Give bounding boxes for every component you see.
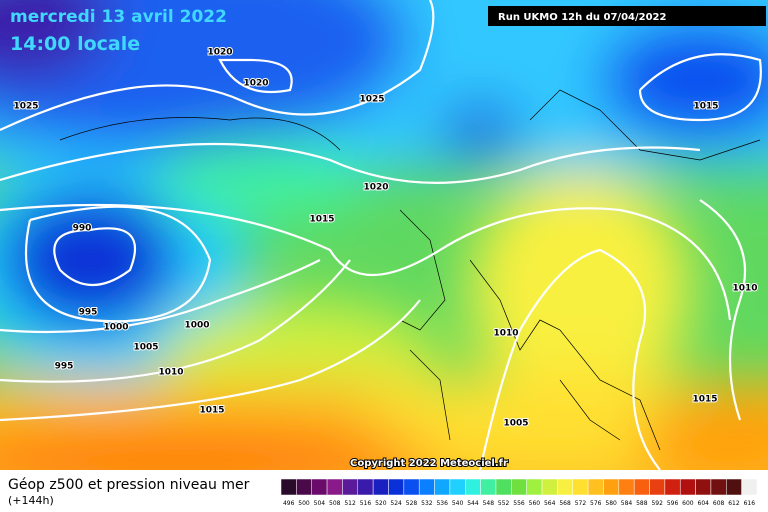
colorbar-cell	[557, 478, 573, 496]
colorbar-label: 552	[498, 500, 510, 507]
isobar-label: 1015	[693, 102, 718, 112]
colorbar-label: 500	[298, 500, 310, 507]
colorbar-label: 536	[436, 500, 448, 507]
colorbar-cell	[741, 478, 758, 496]
colorbar-cell	[679, 478, 696, 496]
colorbar-label: 568	[559, 500, 571, 507]
colorbar-cell	[526, 478, 543, 496]
isobar-label: 1020	[207, 48, 232, 58]
colorbar-cell	[449, 478, 466, 496]
colorbar-cell	[357, 478, 374, 496]
colorbar-label: 508	[329, 500, 341, 507]
colorbar-cell	[465, 478, 481, 496]
date: mercredi 13 avril 2022	[10, 7, 227, 27]
colorbar-label: 616	[744, 500, 756, 507]
colorbar-cell	[388, 478, 405, 496]
colorbar-cell	[649, 478, 666, 496]
colorbar-label: 600	[682, 500, 694, 507]
colorbar-label: 608	[713, 500, 725, 507]
coastline	[59, 89, 761, 451]
colorbar-cell	[280, 478, 297, 496]
colorbar-cell	[710, 478, 727, 496]
colorbar-cell	[326, 478, 343, 496]
colorbar-label: 592	[651, 500, 663, 507]
colorbar-label: 604	[698, 500, 710, 507]
colorbar-cell	[603, 478, 620, 496]
isobar-label: 1005	[133, 343, 158, 353]
colorbar-cell	[511, 478, 527, 496]
isobar-label: 1025	[359, 95, 384, 105]
colorbar-label: 528	[406, 500, 418, 507]
colorbar-label: 548	[483, 500, 495, 507]
colorbar-label: 596	[667, 500, 679, 507]
colorbar-label: 564	[544, 500, 556, 507]
legend-subtitle: (+144h)	[8, 494, 54, 507]
colorbar-label: 496	[283, 500, 295, 507]
legend-title: Géop z500 et pression niveau mer	[8, 477, 250, 493]
colorbar-label: 512	[344, 500, 356, 507]
colorbar-cell	[418, 478, 435, 496]
colorbar-cell	[618, 478, 635, 496]
colorbar-cell	[726, 478, 742, 496]
colorbar-cell	[342, 478, 359, 496]
colorbar-label: 612	[728, 500, 740, 507]
colorbar-cell	[296, 478, 312, 496]
colorbar-label: 556	[513, 500, 525, 507]
run-box	[488, 6, 766, 26]
isobar-label: 1020	[243, 79, 268, 89]
isobar-labels: 1020 1020 1025 1025 1015 1020 1015 990 9…	[12, 47, 758, 430]
colorbar-label: 580	[605, 500, 617, 507]
colorbar-cell	[372, 478, 389, 496]
isobar-label: 1015	[309, 215, 334, 225]
colorbar-label: 560	[529, 500, 541, 507]
colorbar-cell	[587, 478, 604, 496]
colorbar-label: 504	[314, 500, 326, 507]
colorbar-label: 520	[375, 500, 387, 507]
isobar-label: 1010	[493, 329, 518, 339]
colorbar-cell	[633, 478, 650, 496]
isobar-label: 1000	[184, 321, 209, 331]
run-info: Run UKMO 12h du 07/04/2022	[498, 12, 667, 23]
isobar-label: 1005	[503, 419, 528, 429]
isobar-label: 1025	[13, 102, 38, 112]
colorbar-cell	[495, 478, 512, 496]
colorbar-cell	[311, 478, 328, 496]
colorbar-label: 576	[590, 500, 602, 507]
colorbar-label: 540	[452, 500, 464, 507]
isobar-label: 990	[73, 224, 92, 234]
colorbar-label: 532	[421, 500, 433, 507]
copyright: Copyright 2022 Meteociel.fr	[350, 458, 508, 469]
colorbar-cell	[480, 478, 497, 496]
isobars	[0, 0, 762, 470]
colorbar-cell	[541, 478, 558, 496]
colorbar-label: 524	[390, 500, 402, 507]
colorbar-cell	[572, 478, 589, 496]
isobar-label: 1020	[363, 183, 388, 193]
colorbar-label: 572	[575, 500, 587, 507]
colorbar-cell	[434, 478, 451, 496]
colorbar-label: 588	[636, 500, 648, 507]
isobar-label: 995	[79, 308, 98, 318]
isobar-label: 1000	[103, 323, 128, 333]
isobar-label: 995	[55, 362, 74, 372]
colorbar-cell	[403, 478, 420, 496]
local-time: 14:00 locale	[10, 33, 140, 55]
isobar-label: 1010	[158, 368, 183, 378]
colorbar-cell	[664, 478, 681, 496]
isobar-label: 1015	[692, 395, 717, 405]
isobar-label: 1010	[732, 284, 757, 294]
colorbar-label: 516	[360, 500, 372, 507]
isobar-label: 1015	[199, 406, 224, 416]
colorbar-cell	[695, 478, 712, 496]
colorbar: 496 500 504 508 512 516 520 524 528 532 536 540 544 5…	[280, 478, 758, 507]
colorbar-label: 584	[621, 500, 633, 507]
colorbar-label: 544	[467, 500, 479, 507]
